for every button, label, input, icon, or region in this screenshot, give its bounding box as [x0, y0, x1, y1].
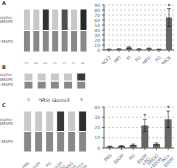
svg-text:*: * — [143, 112, 146, 119]
svg-text:0: 0 — [97, 146, 100, 151]
svg-text:FI: FI — [42, 61, 48, 64]
svg-text:EtOH: EtOH — [30, 161, 41, 168]
svg-text:MFI: MFI — [113, 55, 122, 64]
svg-text:60: 60 — [94, 18, 100, 23]
svg-text:90: 90 — [94, 3, 100, 8]
svg-text:20: 20 — [94, 38, 100, 43]
svg-text:PO: PO — [128, 153, 136, 161]
html-text:B: B — [2, 64, 6, 70]
svg-text:p38 MAPK: p38 MAPK — [0, 82, 13, 87]
svg-text:FO: FO — [154, 54, 162, 63]
svg-text:MFO: MFO — [141, 55, 152, 64]
svg-text:50: 50 — [94, 23, 100, 28]
svg-text:0: 0 — [27, 97, 30, 102]
html-text:C: C — [2, 102, 6, 108]
svg-text:MFI: MFI — [30, 61, 38, 64]
svg-text:10: 10 — [94, 135, 100, 140]
svg-text:*: * — [167, 104, 170, 111]
svg-text:10: 10 — [94, 43, 100, 48]
svg-text:HMCE: HMCE — [159, 55, 172, 64]
svg-text:Phospho-p38MAPK: Phospho-p38MAPK — [0, 117, 14, 126]
svg-text:70: 70 — [94, 13, 100, 18]
svg-text:PO+EtOH: PO+EtOH — [74, 161, 88, 168]
svg-text:40: 40 — [94, 105, 100, 110]
svg-text:30: 30 — [94, 33, 100, 38]
svg-text:PO: PO — [45, 161, 52, 168]
svg-text:PO+EtOH: PO+EtOH — [159, 153, 174, 168]
svg-text:HMCE: HMCE — [74, 60, 86, 64]
svg-text:0: 0 — [97, 48, 100, 53]
svg-text:Phospho-p38MAPK: Phospho-p38MAPK — [0, 15, 14, 24]
svg-text:5: 5 — [80, 97, 83, 102]
svg-text:Phospho-p38MAPK: Phospho-p38MAPK — [0, 72, 14, 81]
svg-text:PBS: PBS — [103, 152, 113, 163]
svg-text:p38 MAPK: p38 MAPK — [0, 39, 13, 44]
svg-text:MCF2: MCF2 — [100, 55, 112, 64]
svg-text:*: * — [168, 2, 171, 9]
svg-text:30: 30 — [94, 115, 100, 120]
svg-text:80: 80 — [94, 8, 100, 13]
svg-text:FO: FO — [50, 61, 57, 64]
svg-text:FO: FO — [69, 61, 76, 64]
html-text:+PO: +PO — [140, 156, 152, 167]
svg-text:EtSt (μg/mL): EtSt (μg/mL) — [41, 98, 70, 102]
svg-text:EtOH: EtOH — [113, 153, 125, 165]
svg-text:FO: FO — [134, 54, 142, 63]
svg-text:PBS: PBS — [21, 160, 30, 168]
svg-text:MFO: MFO — [57, 61, 67, 64]
html-text:A: A — [2, 0, 6, 6]
svg-text:MCF2: MCF2 — [18, 60, 30, 64]
svg-text:40: 40 — [94, 28, 100, 33]
svg-text:20: 20 — [94, 125, 100, 130]
svg-text:FI: FI — [126, 55, 132, 61]
svg-text:p38 MAPK: p38 MAPK — [0, 139, 13, 144]
